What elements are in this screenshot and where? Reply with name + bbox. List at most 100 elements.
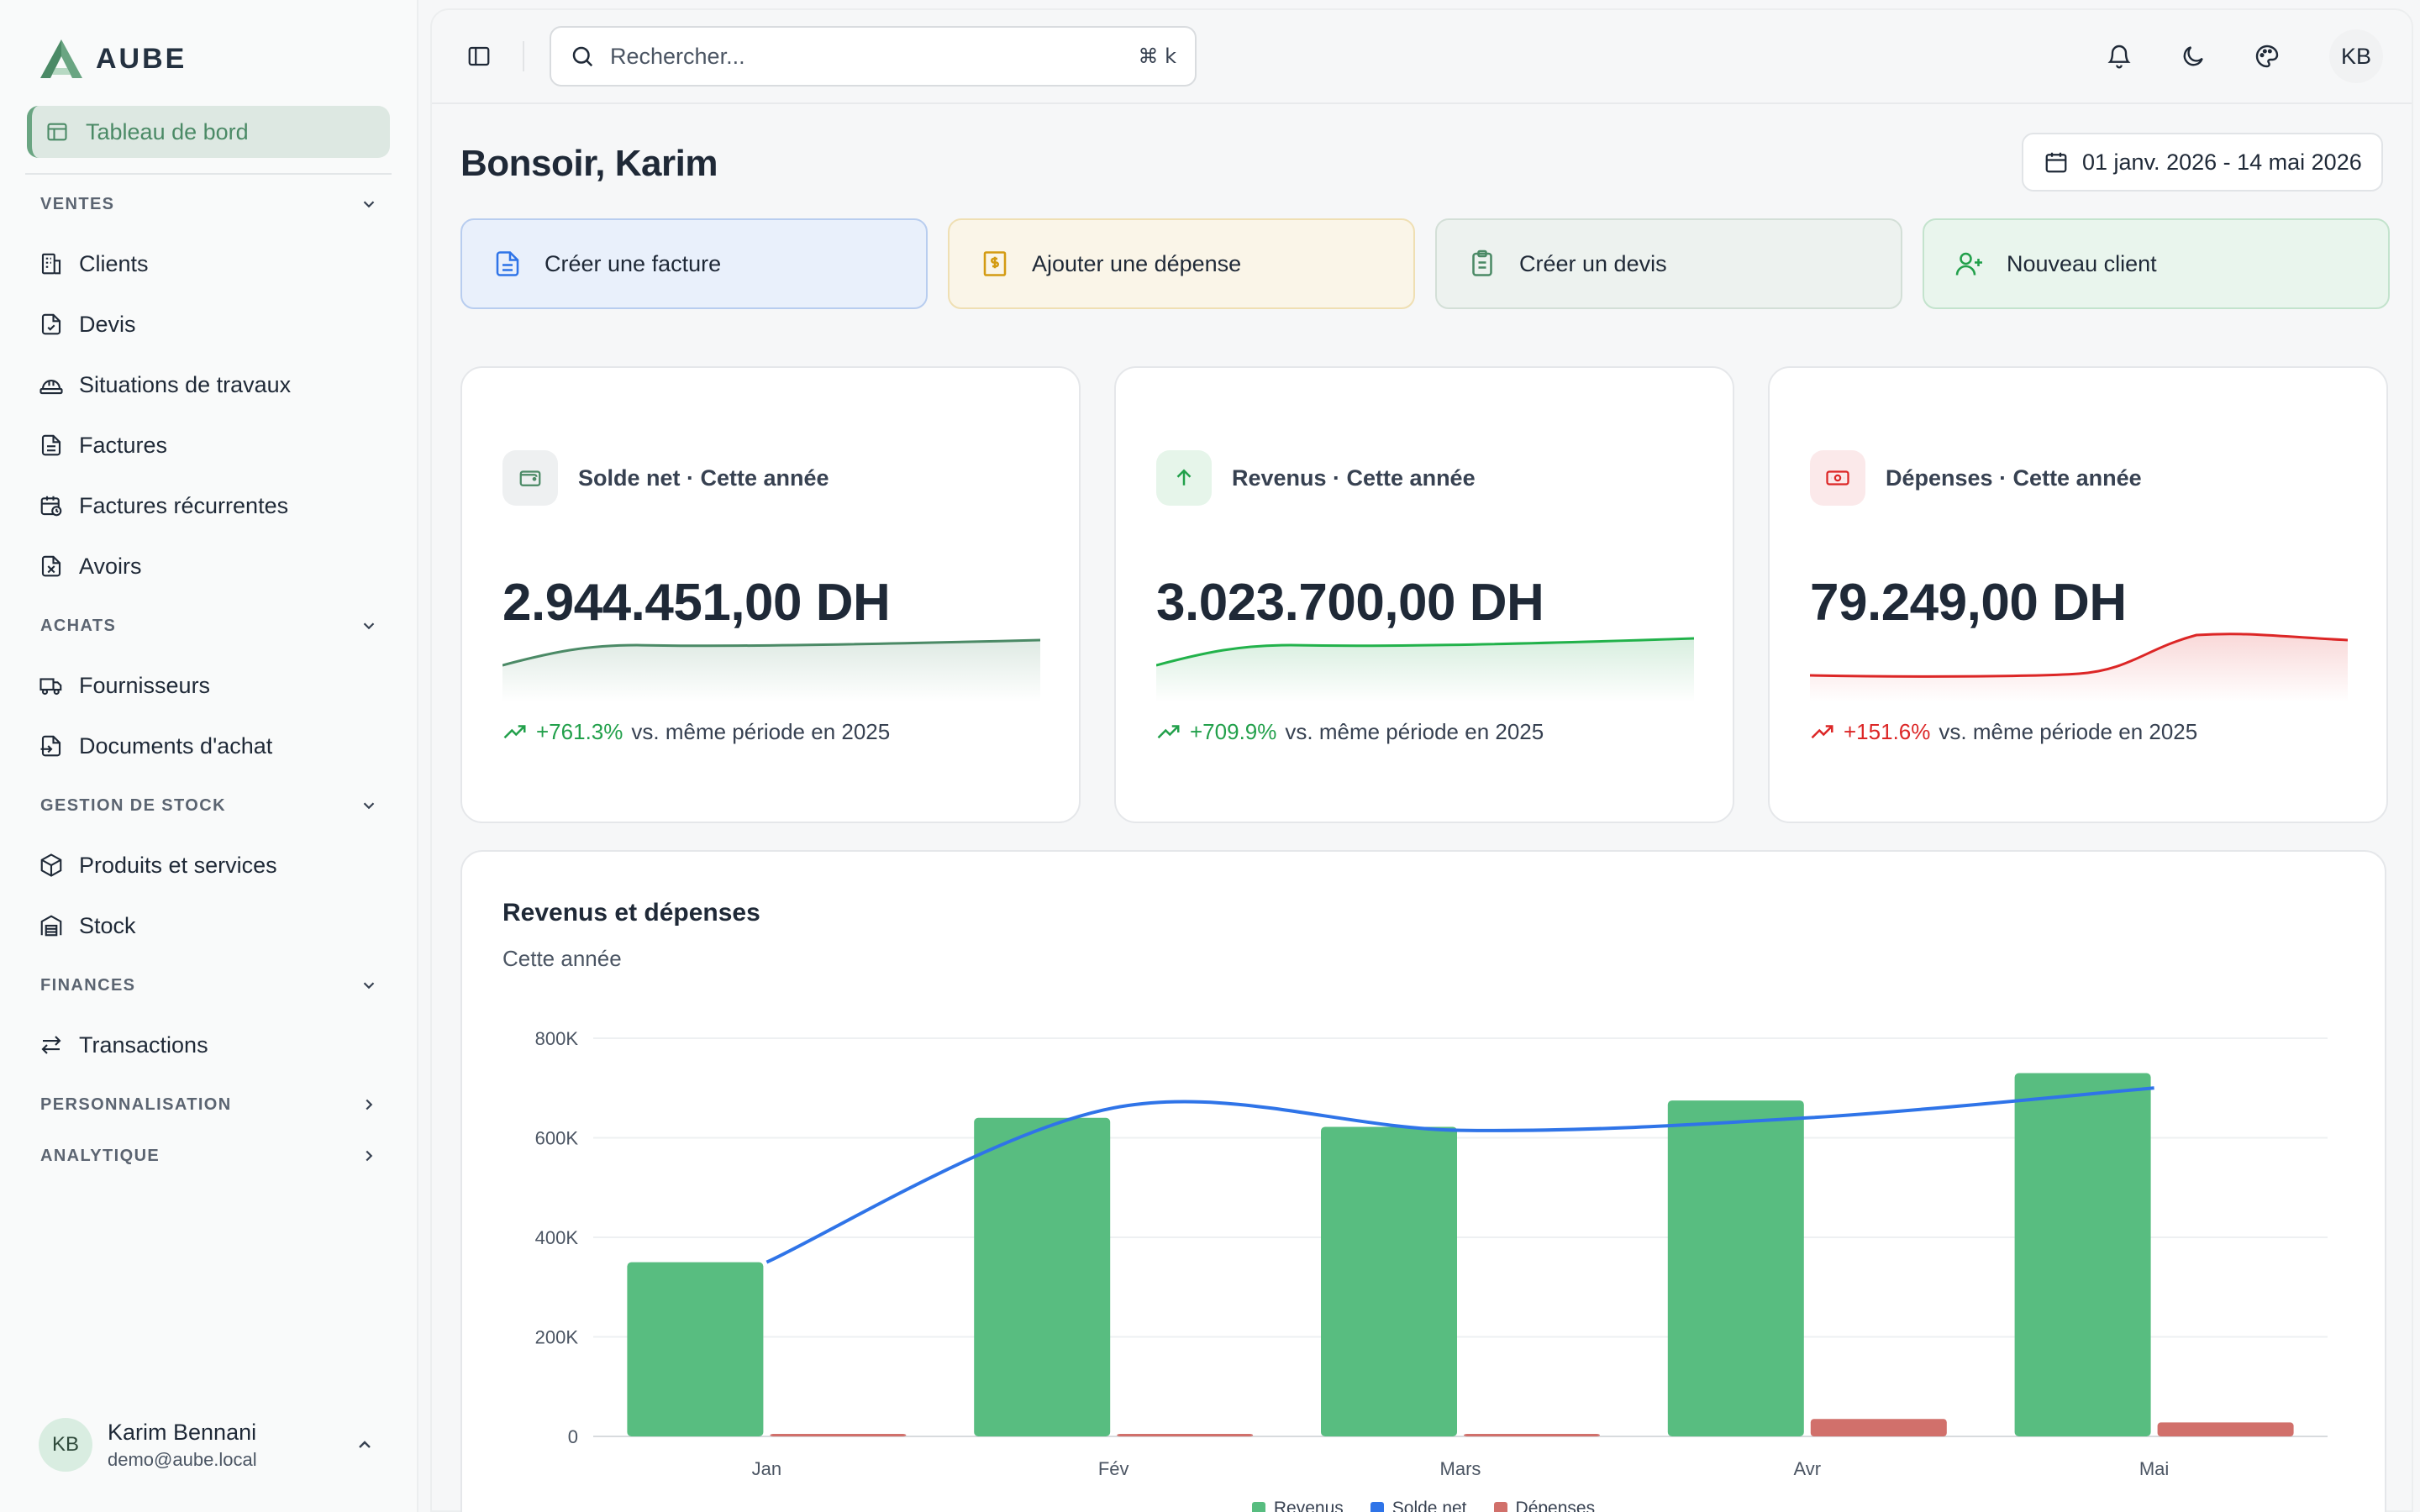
user-email: demo@aube.local	[108, 1448, 257, 1470]
sidebar-item-situations[interactable]: Situations de travaux	[25, 354, 392, 415]
create-quote-button[interactable]: Créer un devis	[1435, 218, 1902, 309]
bar-revenus	[2014, 1073, 2151, 1436]
bar-revenus	[1321, 1126, 1457, 1436]
brand[interactable]: AUBE	[25, 0, 392, 118]
quick-action-label: Ajouter une dépense	[1032, 250, 1242, 276]
sidebar-item-transactions[interactable]: Transactions	[25, 1015, 392, 1075]
search-bar[interactable]: ⌘ k	[550, 26, 1197, 87]
section-analytique[interactable]: ANALYTIQUE	[25, 1134, 392, 1178]
search-icon	[572, 46, 593, 67]
kpi-change: +761.3%	[536, 719, 623, 744]
trending-up-icon	[503, 724, 526, 738]
calendar-icon	[2045, 152, 2067, 173]
notifications-button[interactable]	[2082, 43, 2156, 70]
legend-label: Solde net	[1392, 1499, 1467, 1512]
section-ventes[interactable]: VENTES	[25, 175, 392, 234]
sidebar: AUBE Tableau de bord VENTES Clients Devi…	[0, 0, 418, 1512]
new-client-button[interactable]: Nouveau client	[1923, 218, 2390, 309]
legend-swatch	[1251, 1502, 1265, 1512]
x-tick-label: Mai	[2139, 1458, 2169, 1479]
sidebar-item-stock[interactable]: Stock	[25, 895, 392, 956]
sidebar-item-label: Factures	[79, 432, 168, 458]
chevron-down-icon	[363, 622, 375, 630]
quick-action-label: Créer un devis	[1519, 250, 1667, 276]
sparkline	[1156, 637, 1694, 702]
banknote-icon	[1810, 450, 1865, 506]
legend-item-solde-net[interactable]: Solde net	[1370, 1499, 1467, 1512]
sidebar-item-label: Tableau de bord	[86, 118, 249, 144]
quick-action-label: Créer une facture	[544, 250, 722, 276]
sparkline	[1810, 633, 2348, 702]
legend-item-revenus[interactable]: Revenus	[1251, 1499, 1344, 1512]
kpi-compare: vs. même période en 2025	[1939, 719, 2198, 744]
building-icon	[41, 253, 61, 275]
section-finances[interactable]: FINANCES	[25, 956, 392, 1015]
y-tick-label: 800K	[535, 1028, 579, 1049]
sidebar-item-fournisseurs[interactable]: Fournisseurs	[25, 655, 392, 716]
sidebar-item-label: Stock	[79, 912, 136, 938]
date-range-label: 01 janv. 2026 - 14 mai 2026	[2082, 149, 2362, 175]
section-personnalisation[interactable]: PERSONNALISATION	[25, 1075, 392, 1134]
date-range-picker[interactable]: 01 janv. 2026 - 14 mai 2026	[2022, 133, 2383, 192]
section-label: ACHATS	[40, 616, 117, 635]
truck-icon	[39, 678, 62, 696]
palette-button[interactable]	[2230, 43, 2304, 70]
y-tick-label: 400K	[535, 1227, 579, 1248]
add-expense-button[interactable]: Ajouter une dépense	[948, 218, 1415, 309]
trending-up-icon	[1157, 724, 1180, 738]
kpi-value: 3.023.700,00 DH	[1156, 574, 1544, 632]
brand-name: AUBE	[96, 42, 187, 75]
sidebar-item-avoirs[interactable]: Avoirs	[25, 536, 392, 596]
sidebar-item-factures[interactable]: Factures	[25, 415, 392, 475]
main-content: ⌘ k KB Bonsoir, Karim 01 janv. 2026 - 14…	[430, 8, 2413, 1512]
user-menu[interactable]: KB Karim Bennani demo@aube.local	[39, 1411, 392, 1478]
x-tick-label: Jan	[752, 1458, 781, 1479]
sidebar-item-documents-achat[interactable]: Documents d'achat	[25, 716, 392, 776]
section-stock[interactable]: GESTION DE STOCK	[25, 776, 392, 835]
sidebar-item-label: Situations de travaux	[79, 371, 292, 397]
kpi-compare: vs. même période en 2025	[1285, 719, 1544, 744]
bar-depenses	[2157, 1422, 2294, 1436]
avatar[interactable]: KB	[2329, 29, 2383, 83]
legend-swatch	[1370, 1502, 1384, 1512]
clipboard-icon	[1472, 249, 1492, 276]
file-input-icon	[40, 735, 61, 757]
sidebar-toggle-button[interactable]	[460, 44, 497, 69]
sidebar-item-clients[interactable]: Clients	[25, 234, 392, 294]
sidebar-item-devis[interactable]: Devis	[25, 294, 392, 354]
sidebar-item-factures-recurrentes[interactable]: Factures récurrentes	[25, 475, 392, 536]
sidebar-item-produits[interactable]: Produits et services	[25, 835, 392, 895]
kpi-title: Solde net · Cette année	[578, 465, 829, 491]
bar-depenses	[770, 1434, 907, 1436]
wallet-icon	[502, 450, 558, 506]
create-invoice-button[interactable]: Créer une facture	[460, 218, 928, 309]
sidebar-item-label: Fournisseurs	[79, 672, 211, 698]
kpi-title: Dépenses · Cette année	[1886, 465, 2142, 491]
quick-action-label: Nouveau client	[2007, 250, 2157, 276]
kpi-value: 2.944.451,00 DH	[502, 574, 891, 632]
shortcut-hint: ⌘ k	[1138, 45, 1176, 68]
theme-toggle-button[interactable]	[2156, 43, 2230, 70]
panel-left-icon	[468, 46, 490, 66]
arrows-left-right-icon	[41, 1036, 61, 1054]
bar-revenus	[1667, 1100, 1804, 1436]
sparkline	[502, 638, 1040, 702]
sidebar-item-label: Produits et services	[79, 852, 277, 878]
chevron-up-icon	[359, 1441, 371, 1448]
legend-item-depenses[interactable]: Dépenses	[1493, 1499, 1595, 1512]
page-title: Bonsoir, Karim	[460, 143, 718, 184]
section-achats[interactable]: ACHATS	[25, 596, 392, 655]
sidebar-item-label: Avoirs	[79, 553, 142, 579]
sidebar-item-dashboard[interactable]: Tableau de bord	[27, 106, 390, 158]
user-name: Karim Bennani	[108, 1419, 257, 1445]
x-tick-label: Avr	[1793, 1458, 1821, 1479]
kpi-card-net-balance: Solde net · Cette année 2.944.451,00 DH …	[460, 366, 1081, 823]
palette-icon	[2255, 45, 2279, 68]
avatar: KB	[39, 1418, 92, 1472]
line-solde-net	[765, 1086, 2154, 1264]
bell-icon	[2107, 45, 2131, 69]
bar-depenses	[1117, 1434, 1254, 1436]
dashboard-icon	[47, 123, 67, 141]
chevron-down-icon	[363, 982, 375, 990]
search-input[interactable]	[610, 43, 1139, 70]
